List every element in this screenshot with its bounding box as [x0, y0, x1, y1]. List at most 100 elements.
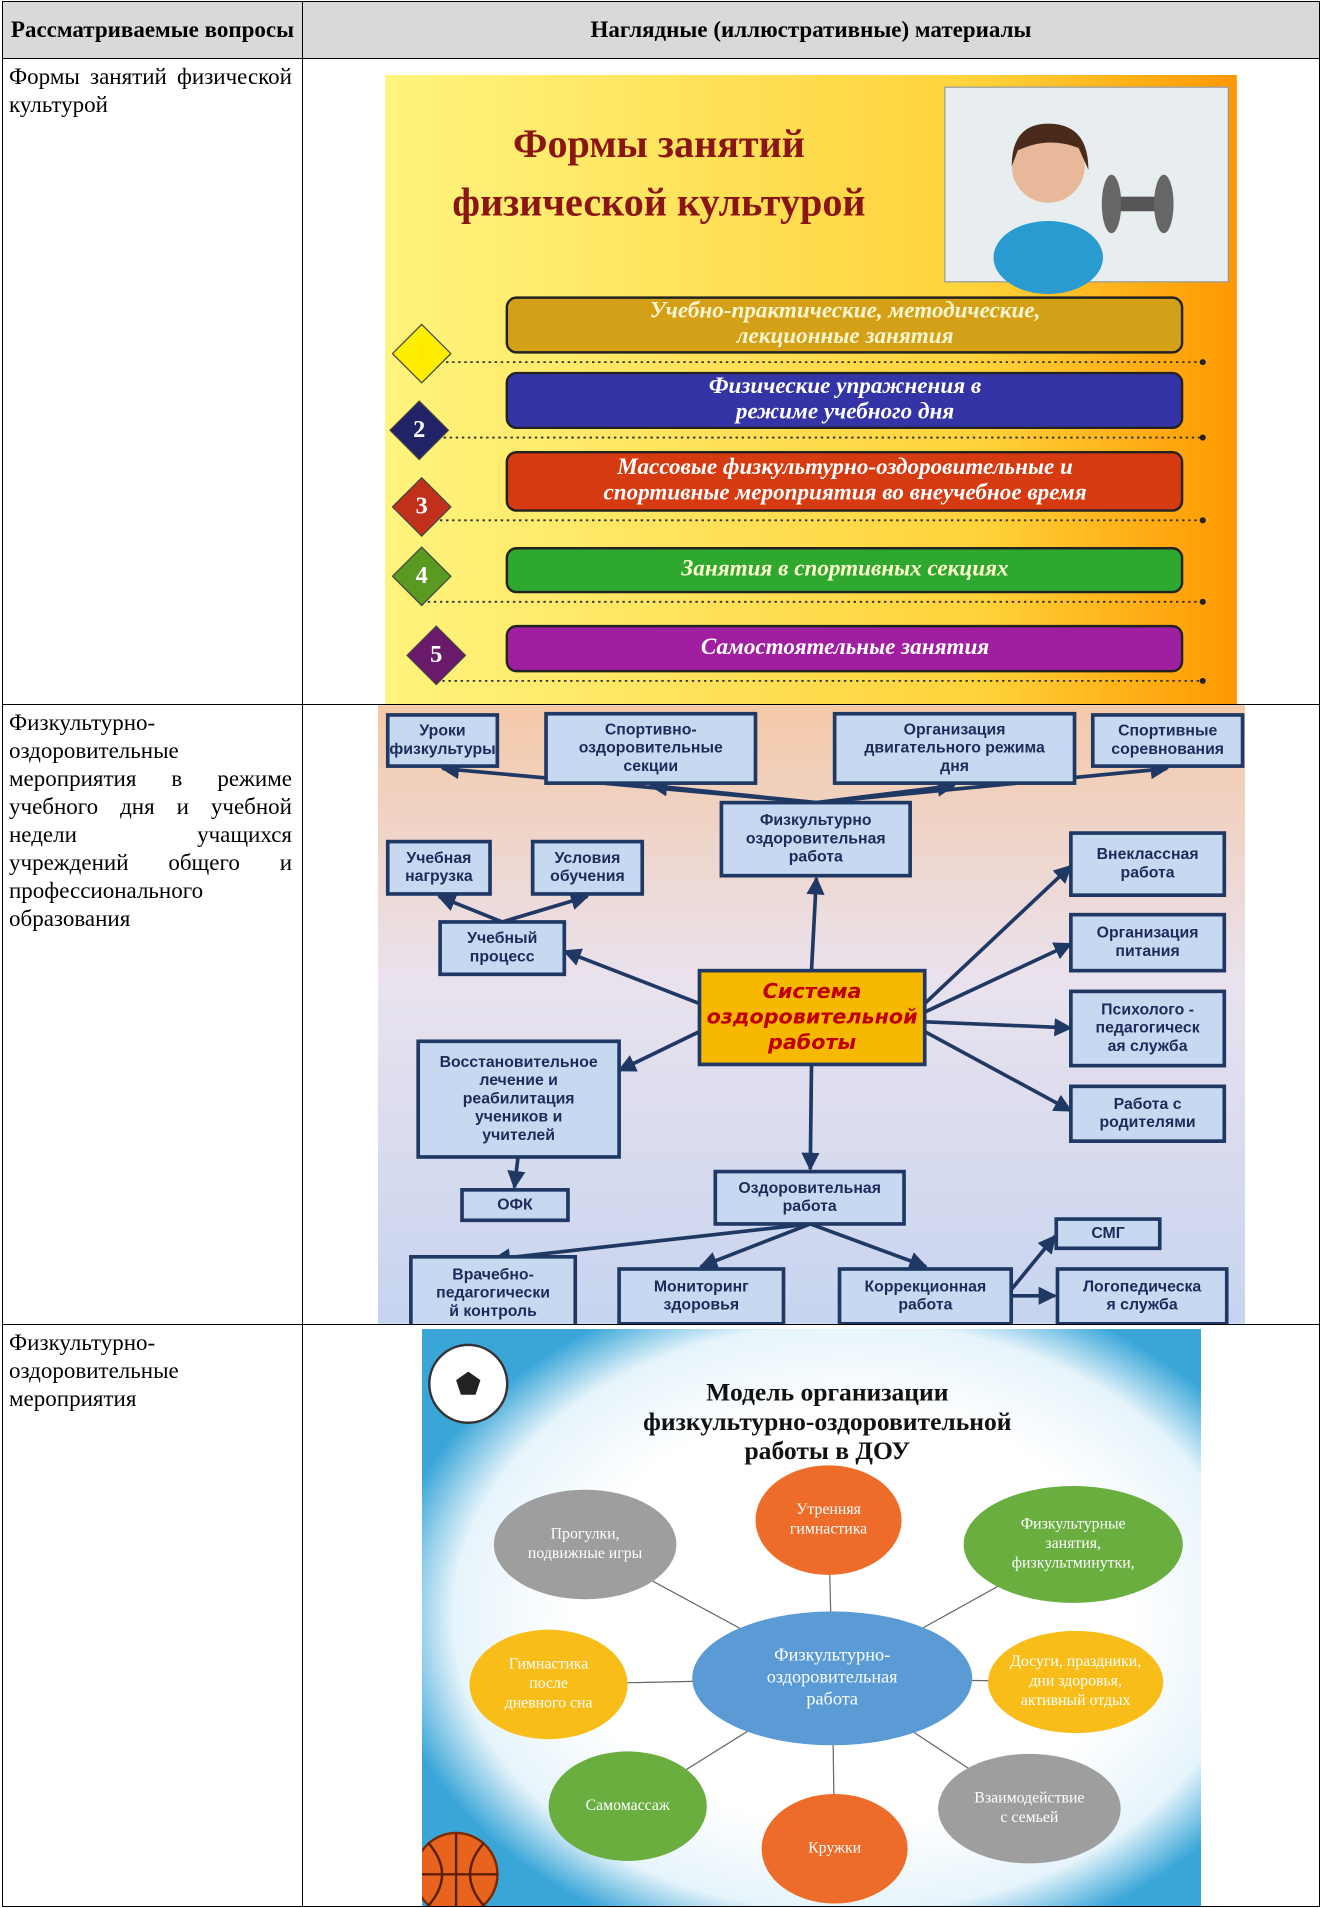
- activity-text: Взаимодействие: [974, 1789, 1084, 1806]
- arrow: [809, 1222, 928, 1270]
- rule-end: [1199, 434, 1206, 441]
- activity-ellipse: [937, 1753, 1121, 1864]
- node-text: педагогическ: [1095, 1020, 1199, 1037]
- activity-text: Гимнастика: [508, 1656, 587, 1673]
- node-text: Внеклассная: [1096, 846, 1198, 863]
- arrow: [805, 876, 825, 971]
- activity-text: занятия,: [1045, 1535, 1101, 1552]
- node-box: [719, 800, 912, 878]
- node-text: Врачебно-: [452, 1266, 534, 1283]
- activity-ellipse: [548, 1751, 707, 1861]
- activity-text: Кружки: [808, 1839, 862, 1856]
- item-text: Учебно-практические, методические,: [650, 297, 1041, 323]
- arrow: [698, 1222, 811, 1270]
- node-box: [712, 1169, 906, 1226]
- node-box: [543, 711, 757, 785]
- arrow: [491, 1222, 810, 1267]
- item-text: Занятия в спортивных секциях: [681, 554, 1009, 580]
- arrow: [506, 1156, 525, 1190]
- node-text: оздоровительные: [578, 740, 722, 757]
- node-box: [1053, 1217, 1162, 1251]
- table-row: Физкультурно-оздоровительные мероприятия…: [2, 1324, 1320, 1907]
- item-text: спортивные мероприятия во внеучебное вре…: [603, 478, 1086, 504]
- slide-title: работы в ДОУ: [744, 1436, 910, 1465]
- arrow: [923, 942, 1073, 1014]
- table-row: Формы занятий физической культурой Формы…: [2, 58, 1320, 705]
- activity-text: активный отдых: [1020, 1692, 1130, 1709]
- table-row: Физкультурно-оздоровительные мероприятия…: [2, 704, 1320, 1325]
- node-box: [1068, 912, 1226, 973]
- activity-text: физкультминутки,: [1011, 1555, 1134, 1572]
- item-text: Самостоятельные занятия: [701, 633, 989, 659]
- node-text: оздоровительная: [745, 830, 885, 847]
- node-text: Оздоровительная: [738, 1180, 881, 1197]
- central-node-text: Система: [762, 979, 861, 1003]
- photo-hair: [1011, 123, 1089, 170]
- node-text: нагрузка: [405, 868, 473, 885]
- ball-patch: [455, 1371, 480, 1395]
- header-row: Рассматриваемые вопросы Наглядные (иллюс…: [2, 1, 1320, 59]
- number-diamond: [389, 400, 450, 461]
- header-cell: Рассматриваемые вопросы: [2, 1, 303, 59]
- central-node: [697, 968, 927, 1067]
- center-text: оздоровительная: [766, 1667, 897, 1687]
- topic-cell: Физкультурно-оздоровительные мероприятия: [2, 1324, 303, 1907]
- activity-text: Самомассаж: [585, 1797, 669, 1814]
- number-diamond: [391, 323, 452, 384]
- activity-text: Физкультурные: [1020, 1516, 1125, 1533]
- activity-text: подвижные игры: [527, 1545, 642, 1562]
- slide-model: Модель организациифизкультурно-оздоровит…: [421, 1329, 1201, 1906]
- node-text: СМГ: [1091, 1225, 1124, 1242]
- center-ellipse: [691, 1611, 972, 1746]
- node-text: Организация: [1096, 925, 1198, 942]
- activity-text: дневного сна: [504, 1695, 592, 1712]
- item-text: режиме учебного дня: [734, 398, 954, 424]
- node-box: [385, 839, 492, 896]
- item-bar: [505, 371, 1184, 430]
- node-text: родителями: [1099, 1114, 1195, 1131]
- node-text: й контроль: [449, 1303, 537, 1320]
- node-text: Условия: [554, 850, 620, 867]
- item-number: 1: [416, 339, 428, 366]
- activity-ellipse: [987, 1630, 1163, 1734]
- activity-ellipse: [468, 1629, 628, 1740]
- number-diamond: [406, 625, 467, 686]
- node-text: педагогически: [436, 1285, 550, 1302]
- photo-body: [993, 220, 1103, 294]
- illustration-cell: Модель организации физкультурно-оздоровит…: [302, 1324, 1320, 1907]
- topic-cell: Формы занятий физической культурой: [2, 58, 303, 705]
- node-box: [1090, 713, 1244, 768]
- arrow: [800, 1064, 820, 1171]
- header-cell: Наглядные (иллюстративные) материалы: [302, 1, 1320, 59]
- node-box: [459, 1188, 570, 1223]
- node-text: работа: [1120, 864, 1174, 881]
- central-node-text: работы: [767, 1030, 856, 1054]
- node-text: Коррекционная: [864, 1278, 986, 1295]
- item-text: лекционные занятия: [736, 322, 954, 348]
- ball-seam: [421, 1832, 497, 1906]
- node-text: работа: [898, 1297, 952, 1314]
- node-text: Мониторинг: [653, 1278, 748, 1295]
- activity-text: дни здоровья,: [1029, 1673, 1122, 1690]
- activity-text: гимнастика: [789, 1520, 866, 1537]
- item-text: Физические упражнения в: [709, 372, 981, 398]
- arrow: [436, 894, 503, 924]
- activity-text: после: [529, 1675, 568, 1692]
- arrow: [924, 1018, 1073, 1037]
- node-text: физкультуры: [389, 741, 495, 758]
- node-box: [1068, 989, 1226, 1068]
- node-text: обучения: [550, 868, 625, 885]
- node-text: Восстановительное: [439, 1054, 597, 1071]
- arrow: [923, 1029, 1072, 1113]
- rule-end: [1199, 677, 1206, 684]
- center-text: работа: [806, 1688, 858, 1708]
- node-box: [832, 711, 1076, 785]
- activity-text: Досуги, праздники,: [1010, 1653, 1141, 1670]
- node-box: [437, 920, 566, 977]
- illustration-cell: Уроки физкультуры Спортивно-оздоровительны…: [302, 704, 1320, 1325]
- node-text: питания: [1115, 943, 1179, 960]
- node-box: [837, 1267, 1013, 1324]
- node-text: Учебный: [467, 930, 537, 947]
